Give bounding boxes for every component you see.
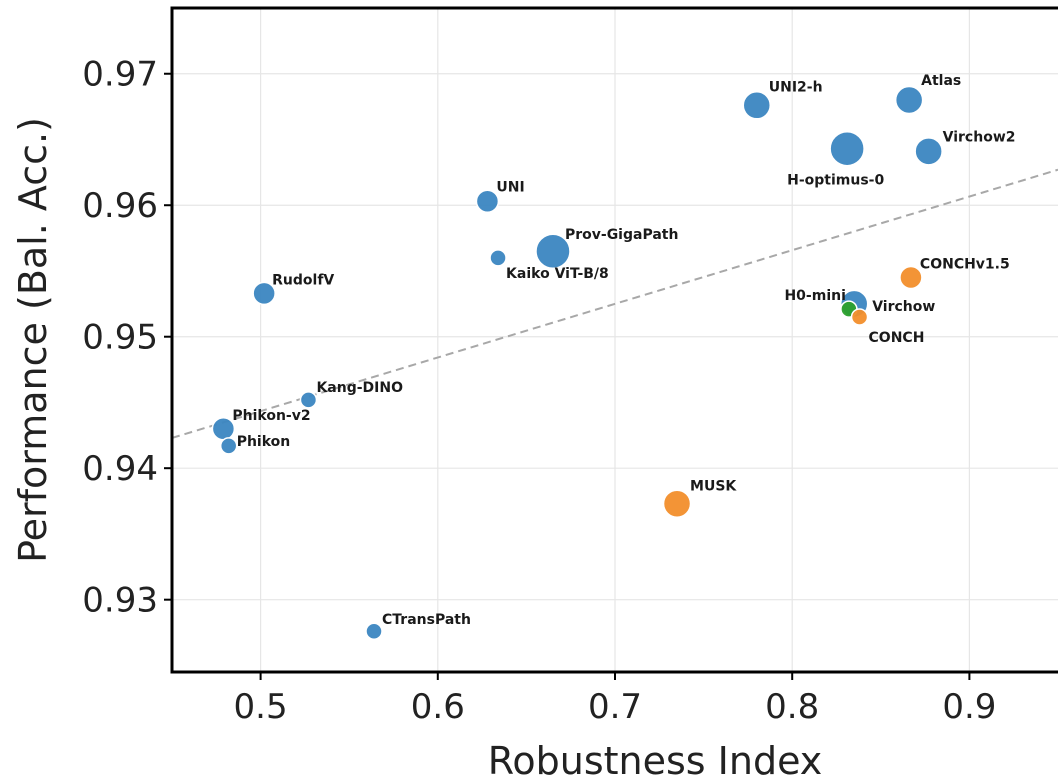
point-kang-dino [299, 391, 318, 409]
point-label-musk: MUSK [690, 479, 737, 495]
point-label-rudolfv: RudolfV [272, 272, 334, 288]
data-points [211, 85, 943, 640]
y-axis-label: Performance (Bal. Acc.) [11, 117, 55, 563]
point-label-phikon: Phikon [237, 434, 291, 450]
x-tick-label-2: 0.7 [588, 687, 642, 727]
point-conchv1-5 [899, 265, 923, 290]
point-label-phikon-v2: Phikon-v2 [232, 408, 310, 424]
y-tick-label-1: 0.94 [82, 449, 158, 489]
x-tick-label-1: 0.6 [411, 687, 465, 727]
point-uni2-h [742, 91, 772, 120]
y-tick-label-2: 0.95 [82, 318, 158, 358]
point-h-optimus-0 [829, 130, 865, 167]
trend-line [171, 168, 1058, 439]
point-musk [662, 489, 692, 518]
point-virchow2 [914, 137, 943, 166]
axis-ticks: 0.5 0.6 0.7 0.8 0.9 0.93 0.94 0.95 0.96 0.97 [82, 55, 996, 727]
point-label-prov-gigapath: Prov-GigaPath [565, 227, 678, 243]
point-label-ctranspath: CTransPath [382, 612, 471, 628]
point-label-conch: CONCH [869, 330, 925, 346]
point-label-conchv1-5: CONCHv1.5 [920, 257, 1010, 273]
y-tick-label-3: 0.96 [82, 186, 158, 226]
point-conch [850, 308, 869, 326]
point-label-virchow: Virchow [872, 299, 935, 315]
x-tick-label-3: 0.8 [765, 687, 819, 727]
point-label-kang-dino: Kang-DINO [316, 380, 403, 396]
point-label-h-optimus-0: H-optimus-0 [787, 173, 884, 189]
x-axis-label: Robustness Index [488, 739, 823, 780]
point-prov-gigapath [535, 233, 571, 269]
plot-frame [170, 6, 1058, 674]
grid-lines [172, 8, 1058, 672]
x-tick-label-4: 0.9 [942, 687, 996, 727]
point-rudolfv [252, 281, 276, 306]
point-phikon [219, 437, 238, 455]
point-label-kaiko-vit-b-8: Kaiko ViT-B/8 [506, 266, 609, 282]
point-labels: UNI2-h Atlas H-optimus-0 Virchow2 UNI Prov-Gi… [232, 73, 1015, 628]
point-label-virchow2: Virchow2 [943, 129, 1016, 145]
point-label-uni: UNI [496, 179, 524, 195]
point-atlas [894, 85, 924, 115]
y-tick-label-4: 0.97 [82, 55, 158, 95]
point-phikon-v2 [211, 417, 236, 441]
point-ctranspath [365, 622, 383, 640]
point-uni [475, 189, 500, 214]
point-label-uni2-h: UNI2-h [769, 79, 823, 95]
point-kaiko-vit-b-8 [489, 249, 507, 267]
point-label-h0-mini: H0-mini [784, 288, 845, 304]
point-label-atlas: Atlas [921, 73, 961, 89]
x-tick-label-0: 0.5 [234, 687, 288, 727]
y-tick-label-0: 0.93 [82, 581, 158, 621]
